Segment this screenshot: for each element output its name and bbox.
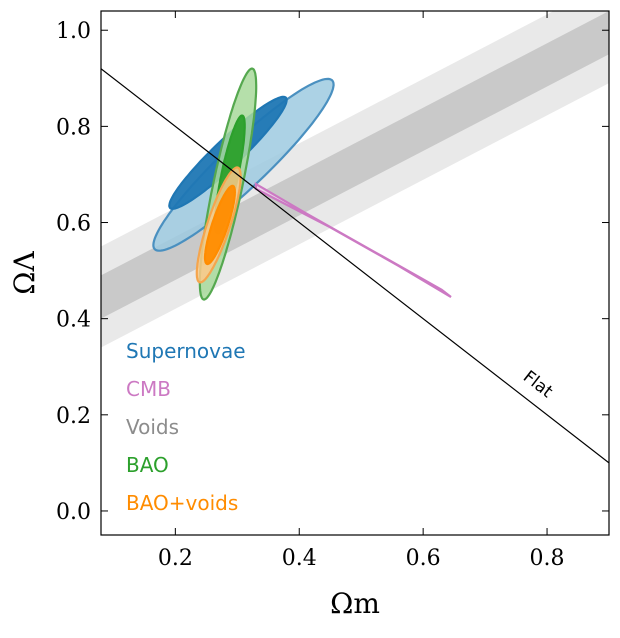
legend: Supernovae CMB Voids BAO BAO+voids <box>126 339 246 515</box>
flat-line <box>101 68 609 464</box>
legend-item-cmb: CMB <box>126 377 171 401</box>
legend-item-voids: Voids <box>126 415 179 439</box>
cmb-contour-95 <box>254 182 452 298</box>
y-tick-label: 1.0 <box>56 19 91 44</box>
x-tick-label: 0.2 <box>158 546 193 571</box>
plot-frame <box>100 10 610 536</box>
x-tick-label: 0.4 <box>282 546 317 571</box>
legend-item-supernovae: Supernovae <box>126 339 246 363</box>
y-tick-label: 0.6 <box>56 212 91 237</box>
y-tick-label: 0.2 <box>56 404 91 429</box>
voids-inner-band <box>101 11 609 319</box>
legend-item-bao: BAO <box>126 453 169 477</box>
y-tick-label: 0.4 <box>56 308 91 333</box>
x-tick-label: 0.6 <box>406 546 441 571</box>
plot-area: Flat <box>101 11 609 464</box>
y-tick-label: 0.0 <box>56 500 91 525</box>
bao-voids-contour-68 <box>203 184 237 266</box>
y-axis-label: ΩΛ <box>8 251 41 295</box>
x-tick-label: 0.8 <box>530 546 565 571</box>
legend-item-bao-voids: BAO+voids <box>126 491 238 515</box>
axis-ticks: 0.2 0.4 0.6 0.8 0.0 0.2 0.4 0.6 0.8 1.0 <box>56 11 609 571</box>
x-axis-label: Ωm <box>330 587 380 620</box>
y-tick-label: 0.8 <box>56 115 91 140</box>
